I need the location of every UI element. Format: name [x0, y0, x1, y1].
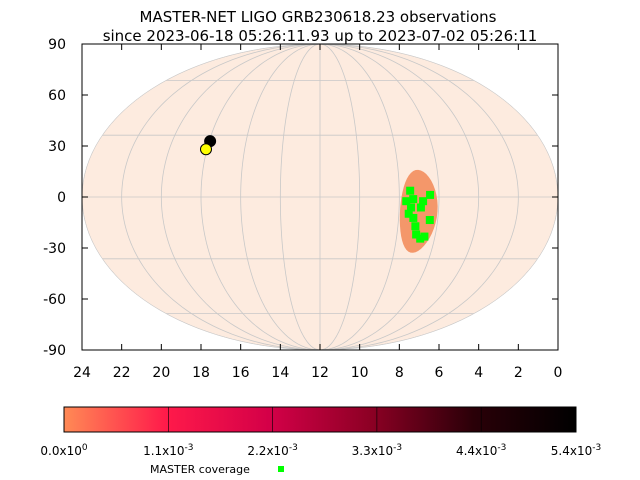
colorbar-tick-label: 2.2x10-3 — [247, 443, 297, 458]
colorbar-tick-label: 5.4x10-3 — [551, 443, 601, 458]
legend-marker — [278, 466, 284, 472]
x-tick-label: 20 — [152, 365, 170, 381]
y-tick-label: 0 — [57, 190, 66, 206]
chart-title-line2: since 2023-06-18 05:26:11.93 up to 2023-… — [103, 27, 538, 45]
colorbar-tick-label: 3.3x10-3 — [352, 443, 402, 458]
source-markers — [199, 135, 217, 156]
x-tick-label: 18 — [192, 365, 210, 381]
coverage-point — [416, 234, 425, 243]
legend-label: MASTER coverage — [150, 463, 250, 476]
coverage-point — [406, 186, 415, 195]
x-tick-label: 22 — [113, 365, 131, 381]
y-axis-ticks: 90 60 30 0 -30 -60 -90 — [43, 37, 558, 359]
x-tick-label: 6 — [435, 365, 444, 381]
coverage-point — [419, 197, 428, 206]
coverage-point — [425, 216, 434, 225]
colorbar-tick-label: 1.1x10-3 — [143, 443, 193, 458]
colorbar-bar — [63, 406, 577, 433]
coverage-point — [420, 232, 429, 241]
y-tick-label: -30 — [43, 241, 66, 257]
coverage-point — [426, 190, 435, 199]
x-tick-label: 8 — [395, 365, 404, 381]
coverage-point — [402, 197, 411, 206]
y-tick-label: -60 — [43, 292, 66, 308]
coverage-point — [409, 213, 418, 222]
coverage-point — [404, 209, 413, 218]
x-tick-label: 12 — [311, 365, 329, 381]
x-axis-ticks: 24 22 20 18 16 14 12 10 8 6 4 2 0 — [73, 44, 562, 381]
legend: MASTER coverage — [150, 463, 284, 476]
x-tick-label: 0 — [554, 365, 563, 381]
x-tick-label: 2 — [514, 365, 523, 381]
y-tick-label: 90 — [48, 37, 66, 53]
x-tick-label: 10 — [351, 365, 369, 381]
coverage-point — [416, 203, 425, 212]
colorbar-tick-label: 4.4x10-3 — [456, 443, 506, 458]
grid-lines — [82, 44, 558, 350]
colorbar: 0.0x100 1.1x10-3 2.2x10-3 3.3x10-3 4.4x10-3 5… — [40, 406, 601, 458]
y-tick-label: -90 — [43, 343, 66, 359]
x-tick-label: 16 — [232, 365, 250, 381]
source-marker — [199, 143, 212, 156]
coverage-point — [411, 222, 420, 231]
colorbar-ticks: 0.0x100 1.1x10-3 2.2x10-3 3.3x10-3 4.4x10-3 5… — [40, 407, 601, 458]
x-tick-label: 24 — [73, 365, 91, 381]
chart-title-line1: MASTER-NET LIGO GRB230618.23 observation… — [140, 8, 497, 26]
coverage-point — [409, 195, 418, 204]
coverage-points — [402, 186, 435, 243]
colorbar-tick-label: 0.0x100 — [40, 443, 87, 458]
y-tick-label: 30 — [48, 139, 66, 155]
coverage-point — [412, 230, 421, 239]
y-tick-label: 60 — [48, 88, 66, 104]
x-tick-label: 4 — [474, 365, 483, 381]
coverage-point — [407, 203, 416, 212]
x-tick-label: 14 — [271, 365, 289, 381]
